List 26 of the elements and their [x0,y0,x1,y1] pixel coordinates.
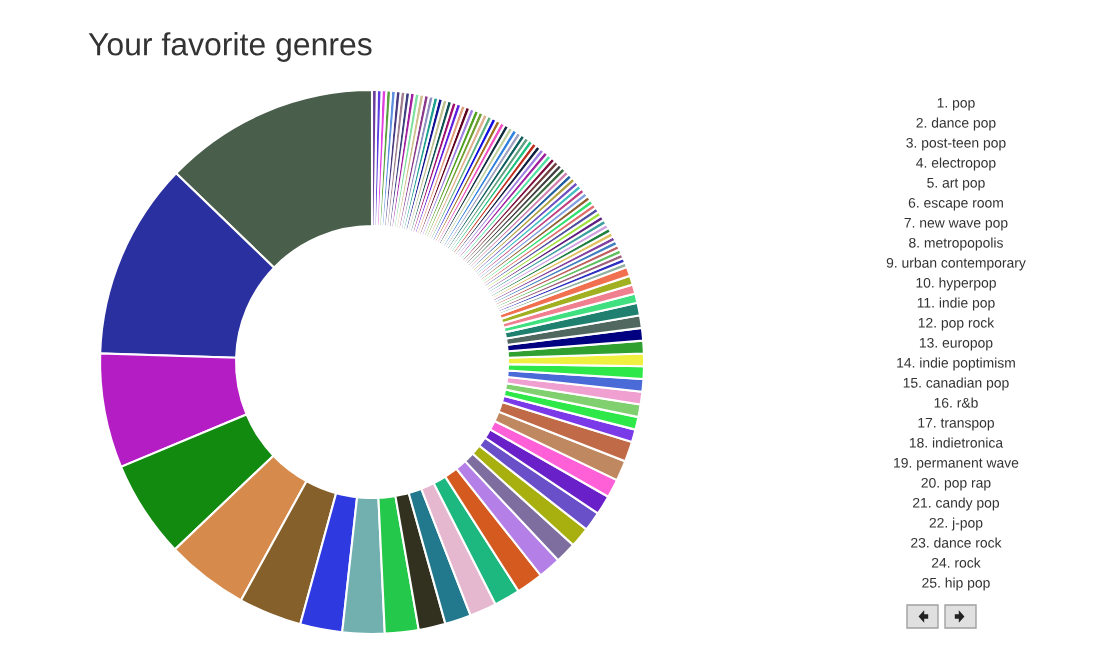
text: 24. rock [931,557,981,568]
text: 23. dance rock [911,537,1002,548]
text: 8. metropopolis [909,237,1003,251]
text: 21. candy pop [913,497,1000,511]
text: 4. electropop [916,157,996,171]
text: 12. pop rock [918,317,995,331]
text: 18. indietronica [909,437,1004,448]
text: 16. r&b [934,397,978,408]
text: 1. pop [937,98,975,111]
text: 20. pop rap [921,477,991,491]
text: 19. permanent wave [894,457,1019,471]
text: 9. urban contemporary [886,257,1026,271]
text: 13. europop [919,337,993,351]
text: 2. dance pop [916,117,996,131]
text: 6. escape room [908,197,1003,211]
text: 17. transpop [918,418,994,431]
text: 15. canadian pop [903,377,1009,391]
chart-title: Your favorite genres [88,32,372,62]
text: 11. indie pop [917,297,995,311]
text: 5. art pop [927,178,985,191]
text: 22. j-pop [929,517,983,531]
text: 3. post-teen pop [906,137,1006,151]
text: 25. hip pop [922,577,990,591]
text: 10. hyperpop [916,277,996,291]
text: 7. new wave pop [904,218,1008,231]
text: 14. indie poptimism [897,357,1015,371]
